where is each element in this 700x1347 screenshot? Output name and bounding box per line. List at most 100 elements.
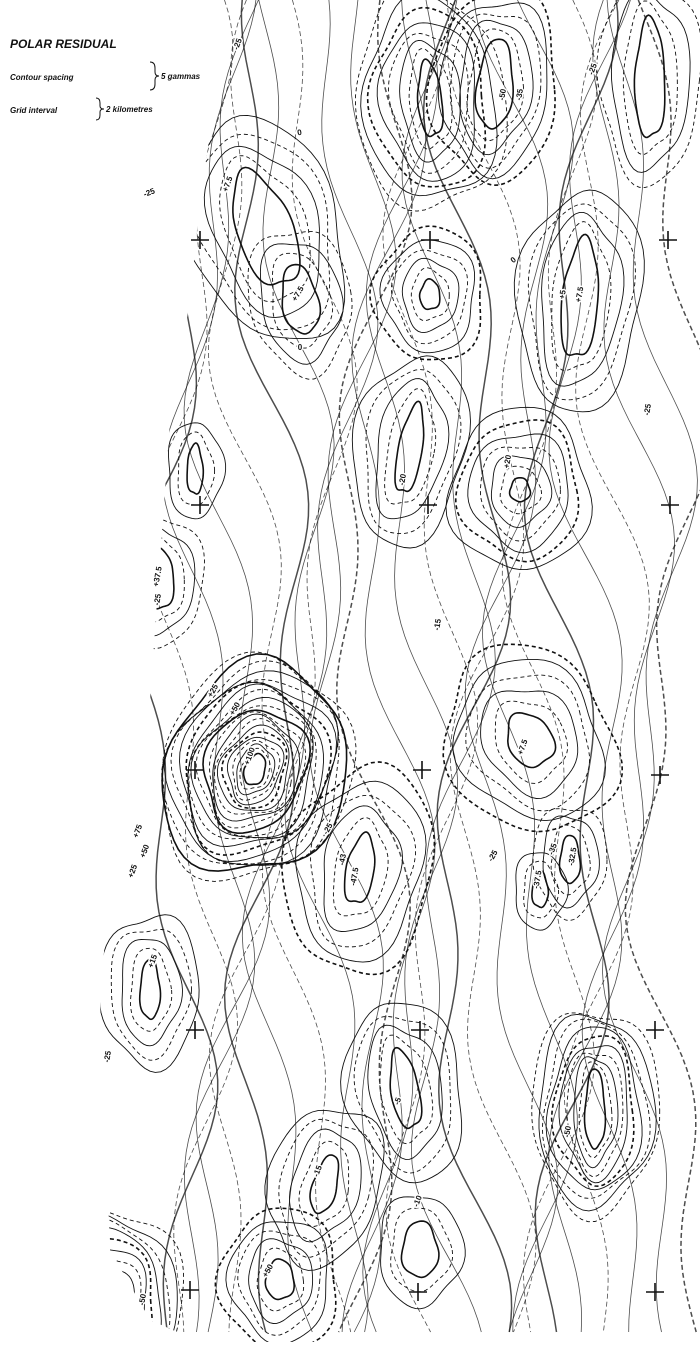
contour-line [183,0,271,1333]
contour-line [367,1024,443,1160]
grid-cross [191,496,209,514]
contour-line [130,947,173,1032]
contour-line [482,0,578,1333]
contour-label: -25 [642,403,653,416]
contour-line [216,724,290,812]
contour-line [188,133,331,331]
contour-line [214,1207,337,1342]
contour-line [501,0,598,1333]
contour-line [355,0,508,212]
contour-lines [100,0,700,1342]
contour-line [425,0,556,187]
contour-line [464,0,559,1333]
contour-line [340,1002,463,1184]
contour-line [309,1154,340,1215]
contour-line [480,690,579,799]
contour-line [368,225,482,361]
contour-line [566,1052,624,1178]
contour-line [213,718,294,815]
contour-line [401,257,460,334]
contour-line [382,0,479,1333]
contour-line [121,939,183,1047]
contour-line [100,1277,121,1321]
contour-line [506,711,557,769]
contour-line [550,1035,635,1188]
legend-label: Contour spacing [10,73,74,82]
contour-line [110,929,192,1061]
contour-line [494,700,568,784]
contour-line [379,1034,434,1145]
contour-line [390,249,469,345]
grid-cross [421,231,439,249]
contour-line [563,0,650,1333]
contour-line [280,761,436,976]
contour-line [541,211,625,387]
contour-line [237,1230,321,1336]
contour-label: +20 [502,454,513,469]
contour-line [100,1237,153,1342]
contour-line [232,166,301,286]
contour-label: -15 [432,618,443,631]
contour-line [422,0,513,1333]
contour-label: -50 [137,1293,148,1306]
contour-line [454,419,580,563]
contour-line [298,1140,350,1227]
contour-line [384,388,437,505]
contour-line [225,1221,328,1342]
contour-label: +15 [146,953,159,969]
contour-line [100,1226,162,1342]
contour-labels: -25-25-50 -35-25+7.5+7.50+5 +7.5-25+20-20-… [101,35,655,1307]
contour-line [284,0,379,1333]
contour-label: -15 [311,1164,324,1178]
contour-line [323,805,403,932]
contour-line [232,740,281,801]
contour-line [418,277,441,311]
contour-line [538,1013,657,1212]
contour-line [195,705,313,837]
contour-line [161,653,348,872]
legend-brace [149,61,160,91]
contour-label: +50 [138,843,151,859]
contour-line [336,0,413,1333]
contour-label: -43 [337,853,348,866]
contour-line [366,6,487,188]
contour-line [124,0,219,1333]
legend-value: 5 gammas [161,72,201,81]
contour-line [341,0,436,1333]
contour-line [161,0,257,1333]
contour-line [459,19,534,156]
legend-label: Grid interval [10,106,58,115]
contour-line [256,1247,305,1312]
contour-line [578,1061,613,1159]
contour-line [479,446,561,542]
contour-line [622,0,678,155]
contour-line [389,1046,423,1130]
contour-line [142,0,238,1333]
contour-line [278,1118,374,1258]
contour-line [633,14,666,139]
contour-label: -10 [411,1194,424,1208]
contour-line [551,221,612,371]
contour-line [212,713,300,822]
grid-cross [646,1283,664,1301]
contour-line [332,817,389,917]
contour-line [239,747,271,790]
contour-line [202,709,312,835]
contour-line [541,1018,651,1199]
contour-label: +7.5 [290,284,306,303]
contour-line [375,378,450,520]
grid-cross [181,1281,199,1299]
contour-line [474,38,515,130]
contour-line [447,0,537,1333]
contour-line [162,651,357,882]
contour-line [467,433,569,554]
contour-line [602,0,698,1333]
contour-line [527,203,636,401]
contour-label: -50 [497,88,508,101]
contour-label: +25 [206,682,221,699]
contour-line [515,852,569,931]
grid-cross [186,761,204,779]
contour-line [187,688,317,840]
contour-line [168,422,227,520]
grid-cross [409,1283,427,1301]
